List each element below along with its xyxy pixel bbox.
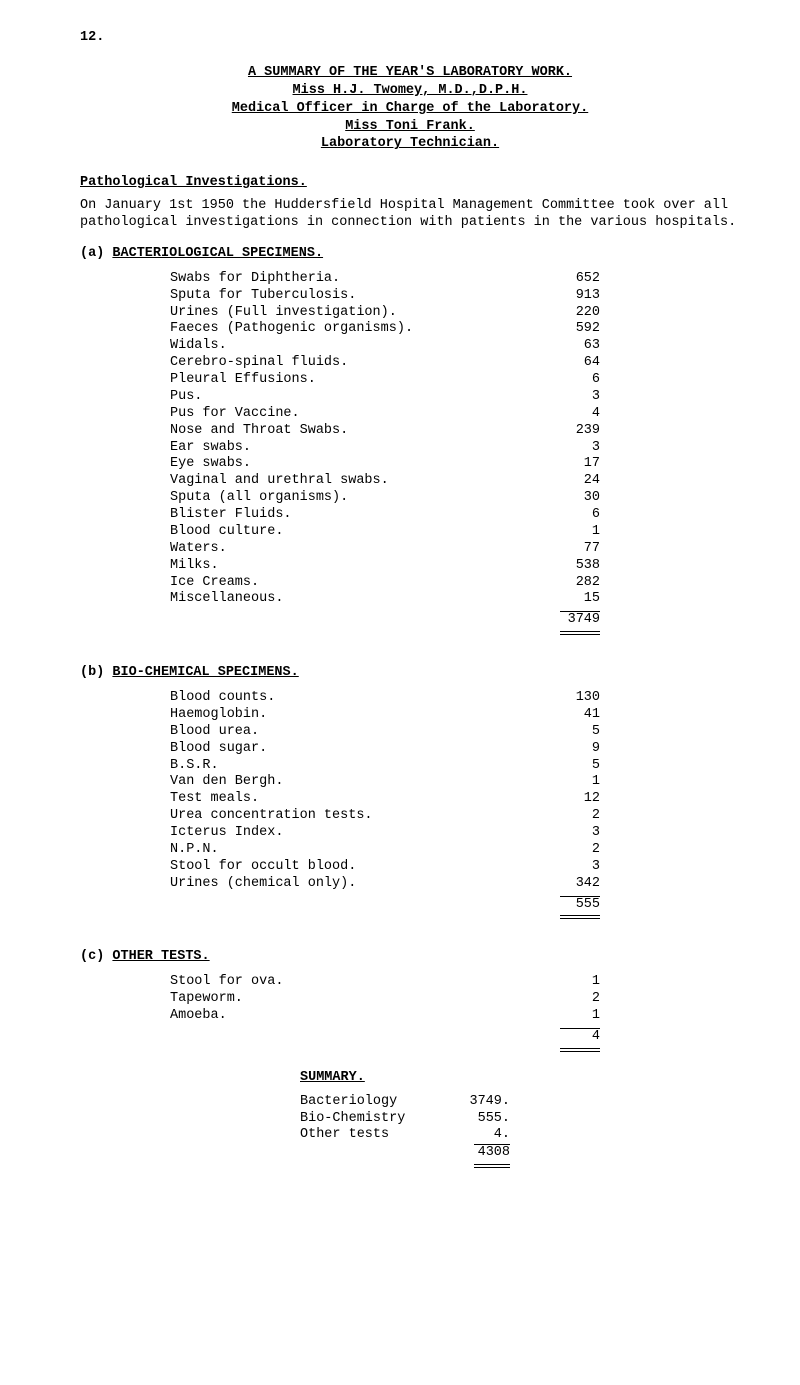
total-row: 3749 xyxy=(170,612,600,629)
table-row: Swabs for Diphtheria.652 xyxy=(170,271,600,288)
table-row: Test meals.12 xyxy=(170,791,600,808)
table-row: Tapeworm.2 xyxy=(170,991,600,1008)
title-line2: Miss H.J. Twomey, M.D.,D.P.H. xyxy=(80,83,740,100)
table-row: Pleural Effusions.6 xyxy=(170,372,600,389)
table-row: Pus for Vaccine.4 xyxy=(170,406,600,423)
total-row: 555 xyxy=(170,897,600,914)
summary-head: SUMMARY. xyxy=(300,1070,740,1087)
title-line4: Miss Toni Frank. xyxy=(80,119,740,136)
table-row: Cerebro-spinal fluids.64 xyxy=(170,355,600,372)
table-row: Amoeba.1 xyxy=(170,1008,600,1025)
table-row: Eye swabs.17 xyxy=(170,456,600,473)
table-row: Waters.77 xyxy=(170,541,600,558)
table-row: Haemoglobin.41 xyxy=(170,707,600,724)
page-number: 12. xyxy=(80,30,740,47)
table-row: Blood culture.1 xyxy=(170,524,600,541)
table-row: Icterus Index.3 xyxy=(170,825,600,842)
pathological-head: Pathological Investigations. xyxy=(80,175,740,192)
table-row: Nose and Throat Swabs.239 xyxy=(170,423,600,440)
table-row: Miscellaneous.15 xyxy=(170,591,600,608)
title-line5: Laboratory Technician. xyxy=(80,136,740,153)
table-row: Stool for occult blood.3 xyxy=(170,859,600,876)
table-row: Blood counts.130 xyxy=(170,690,600,707)
title-line3: Medical Officer in Charge of the Laborat… xyxy=(80,101,740,118)
table-row: Van den Bergh.1 xyxy=(170,774,600,791)
summary-row: Bacteriology3749. xyxy=(300,1094,550,1111)
title-line1: A SUMMARY OF THE YEAR'S LABORATORY WORK. xyxy=(80,65,740,82)
section-b-list: Blood counts.130Haemoglobin.41Blood urea… xyxy=(170,690,740,919)
table-row: Urines (Full investigation).220 xyxy=(170,305,600,322)
table-row: Blood sugar.9 xyxy=(170,741,600,758)
section-c-list: Stool for ova.1Tapeworm.2Amoeba.1 4 xyxy=(170,974,740,1052)
table-row: Pus.3 xyxy=(170,389,600,406)
table-row: Blood urea.5 xyxy=(170,724,600,741)
intro-paragraph: On January 1st 1950 the Huddersfield Hos… xyxy=(80,198,740,232)
section-a-list: Swabs for Diphtheria.652Sputa for Tuberc… xyxy=(170,271,740,635)
title-block: A SUMMARY OF THE YEAR'S LABORATORY WORK.… xyxy=(80,65,740,153)
table-row: Stool for ova.1 xyxy=(170,974,600,991)
total-row: 4 xyxy=(170,1029,600,1046)
summary-row: Bio-Chemistry555. xyxy=(300,1111,550,1128)
table-row: Sputa (all organisms).30 xyxy=(170,490,600,507)
summary-row: Other tests4. xyxy=(300,1127,550,1144)
table-row: Urines (chemical only).342 xyxy=(170,876,600,893)
table-row: Ear swabs.3 xyxy=(170,440,600,457)
table-row: N.P.N.2 xyxy=(170,842,600,859)
table-row: B.S.R.5 xyxy=(170,758,600,775)
table-row: Urea concentration tests.2 xyxy=(170,808,600,825)
table-row: Blister Fluids.6 xyxy=(170,507,600,524)
summary-block: SUMMARY. Bacteriology3749.Bio-Chemistry5… xyxy=(300,1070,740,1168)
table-row: Faeces (Pathogenic organisms).592 xyxy=(170,321,600,338)
table-row: Ice Creams.282 xyxy=(170,575,600,592)
table-row: Widals.63 xyxy=(170,338,600,355)
table-row: Vaginal and urethral swabs.24 xyxy=(170,473,600,490)
table-row: Milks.538 xyxy=(170,558,600,575)
table-row: Sputa for Tuberculosis.913 xyxy=(170,288,600,305)
